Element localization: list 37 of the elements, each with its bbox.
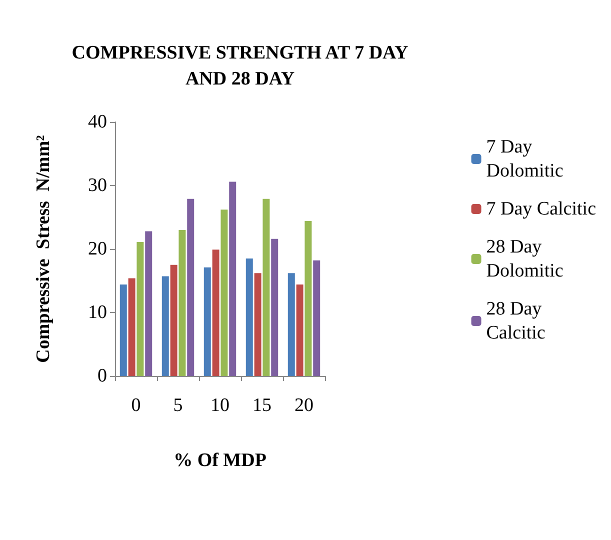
- y-tick-label: 20: [88, 238, 107, 260]
- chart-title: COMPRESSIVE STRENGTH AT 7 DAY AND 28 DAY: [72, 42, 409, 90]
- bar: [136, 242, 144, 376]
- x-tick-label: 10: [210, 395, 230, 416]
- bar: [246, 258, 253, 376]
- bar: [296, 284, 304, 376]
- bar: [128, 278, 136, 376]
- y-tick-label: 0: [98, 366, 107, 386]
- bar: [220, 210, 228, 376]
- x-tick-label: 15: [252, 395, 272, 416]
- bar: [120, 284, 127, 376]
- bar: [204, 267, 211, 376]
- legend-label: 28 Day Calcitic: [486, 298, 546, 344]
- y-axis-title: Compressive Stress N/mm²: [33, 134, 54, 363]
- bar: [304, 221, 312, 376]
- bar: [170, 264, 178, 376]
- bar: [187, 198, 194, 376]
- bar: [229, 182, 236, 376]
- bar: [254, 273, 262, 376]
- bar: [262, 198, 270, 376]
- bar: [212, 250, 220, 376]
- legend-label: 7 Day Dolomitic: [486, 136, 564, 182]
- legend-label: 28 Day Dolomitic: [486, 236, 564, 282]
- bar: [178, 230, 186, 376]
- x-axis-title: % Of MDP: [174, 450, 267, 471]
- bar: [162, 276, 169, 376]
- bar: [288, 273, 295, 376]
- x-tick-label: 20: [294, 395, 314, 416]
- bar: [145, 231, 152, 376]
- bar: [313, 260, 320, 376]
- y-tick-label: 30: [88, 175, 107, 196]
- x-tick-label: 5: [173, 395, 183, 416]
- y-tick-label: 40: [88, 112, 107, 132]
- y-tick-label: 10: [88, 302, 107, 323]
- bar: [271, 238, 278, 376]
- legend-label: 7 Day Calcitic: [486, 198, 596, 220]
- x-tick-label: 0: [131, 395, 141, 416]
